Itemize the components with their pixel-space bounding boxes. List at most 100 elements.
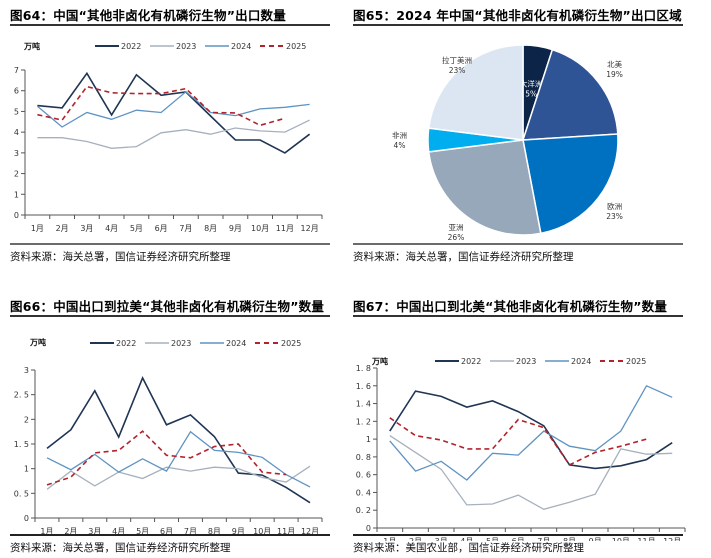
data-point-2024: [118, 471, 120, 473]
panel-fig64: 图64：中国“其他非卤化有机磷衍生物”出口数量 万吨 0 1 2 3 4 5 6 7 1月 2月 3月…: [10, 5, 340, 265]
data-point-2024: [165, 470, 167, 472]
data-point-2022: [234, 139, 236, 141]
data-point-2022: [414, 390, 416, 392]
y-tick-label: 1. 2: [356, 417, 371, 426]
data-point-2022: [46, 447, 48, 449]
x-tick-label: 5月: [136, 527, 149, 536]
series-line-2025: [46, 430, 287, 486]
data-point-2025: [284, 117, 286, 119]
data-point-2024: [308, 103, 310, 105]
data-point-2025: [491, 448, 493, 450]
data-point-2023: [543, 508, 545, 510]
pie-label-name: 欧洲: [607, 201, 622, 211]
data-point-2023: [213, 466, 215, 468]
legend-label-2024: 2024: [571, 357, 591, 366]
y-tick-label: 0. 6: [356, 471, 371, 480]
panel-fig67: 图67：中国出口到北美“其他非卤化有机磷衍生物”数量 万吨 0 0. 2 0. 4 0.…: [353, 296, 703, 558]
x-tick-label: 2月: [409, 537, 422, 541]
data-point-2025: [645, 438, 647, 440]
data-point-2024: [645, 385, 647, 387]
title-rule: [353, 315, 683, 317]
x-tick-label: 3月: [435, 537, 448, 541]
data-point-2024: [414, 470, 416, 472]
pie-slice-亚洲: [427, 139, 542, 236]
data-point-2025: [70, 476, 72, 478]
y-axis-unit-label: 万吨: [23, 41, 40, 51]
data-point-2025: [209, 111, 211, 113]
data-point-2024: [440, 460, 442, 462]
data-point-2025: [165, 454, 167, 456]
data-point-2022: [491, 400, 493, 402]
y-tick-label: 0. 4: [356, 488, 371, 497]
data-point-2024: [70, 468, 72, 470]
data-point-2024: [234, 114, 236, 116]
data-point-2023: [165, 466, 167, 468]
figure-title: 图66：中国出口到拉美“其他非卤化有机磷衍生物”数量: [10, 299, 325, 314]
x-tick-label: 4月: [105, 224, 118, 233]
data-point-2024: [568, 445, 570, 447]
series-line-2022: [46, 375, 311, 504]
x-tick-label: 11月: [637, 537, 655, 541]
data-point-2024: [213, 449, 215, 451]
data-point-2025: [517, 418, 519, 420]
pie-label-percent: 23%: [449, 66, 466, 75]
data-point-2022: [189, 414, 191, 416]
data-point-2022: [61, 107, 63, 109]
data-point-2024: [61, 126, 63, 128]
data-point-2022: [517, 410, 519, 412]
data-point-2023: [285, 481, 287, 483]
data-point-2022: [110, 114, 112, 116]
data-point-2022: [259, 139, 261, 141]
legend-label-2022: 2022: [116, 339, 136, 348]
data-point-2022: [594, 467, 596, 469]
pie-label-name: 拉丁美洲: [442, 55, 472, 65]
figure-title: 图64：中国“其他非卤化有机磷衍生物”出口数量: [10, 8, 286, 23]
series-line-2024: [36, 90, 310, 128]
data-point-2023: [466, 504, 468, 506]
y-tick-label: 2: [24, 415, 29, 424]
y-tick-label: 0. 8: [356, 453, 371, 462]
x-tick-label: 3月: [80, 224, 93, 233]
data-point-2022: [309, 502, 311, 504]
data-point-2022: [285, 486, 287, 488]
line-chart-fig67: 万吨 0 0. 2 0. 4 0. 6 0. 8 1 1. 2 1. 4 1. 6 1. 8 1月 2月…: [356, 356, 686, 541]
data-point-2025: [440, 439, 442, 441]
data-point-2024: [160, 111, 162, 113]
data-point-2023: [594, 493, 596, 495]
x-tick-label: 12月: [301, 527, 319, 536]
y-tick-label: 1. 8: [356, 364, 371, 373]
y-tick-label: 0. 2: [356, 506, 371, 515]
title-rule: [10, 24, 330, 26]
source-rule: [10, 534, 330, 536]
pie-label-percent: 4%: [394, 141, 406, 150]
y-tick-label: 3: [24, 366, 29, 375]
data-point-2022: [308, 133, 310, 135]
legend-label-2022: 2022: [121, 42, 141, 51]
x-tick-label: 7月: [184, 527, 197, 536]
y-tick-label: 5: [14, 107, 19, 116]
data-point-2023: [86, 140, 88, 142]
figure-title: 图67：中国出口到北美“其他非卤化有机磷衍生物”数量: [353, 299, 668, 314]
legend-label-2023: 2023: [176, 42, 196, 51]
data-point-2025: [61, 119, 63, 121]
x-tick-label: 3月: [88, 527, 101, 536]
x-tick-label: 8月: [204, 224, 217, 233]
data-point-2023: [308, 119, 310, 121]
x-tick-label: 4月: [112, 527, 125, 536]
pie-label-percent: 23%: [606, 212, 623, 221]
data-point-2022: [135, 74, 137, 76]
data-point-2025: [110, 92, 112, 94]
y-tick-label: 6: [14, 87, 19, 96]
data-point-2022: [141, 377, 143, 379]
data-point-2022: [237, 472, 239, 474]
legend-label-2025: 2025: [286, 42, 306, 51]
data-point-2022: [261, 474, 263, 476]
data-point-2023: [94, 485, 96, 487]
y-tick-label: 3: [14, 149, 19, 158]
series-line-2022: [389, 390, 673, 470]
series-line-2025: [389, 417, 647, 466]
data-point-2023: [389, 434, 391, 436]
series-line-2023: [389, 435, 673, 510]
data-point-2024: [86, 111, 88, 113]
data-point-2023: [141, 477, 143, 479]
